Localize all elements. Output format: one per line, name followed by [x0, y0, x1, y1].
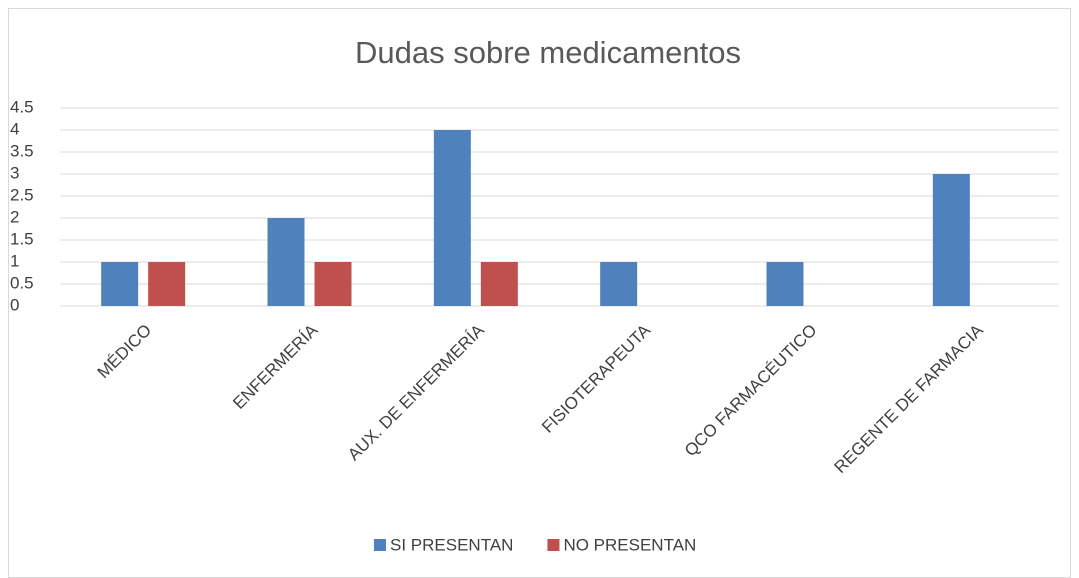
chart-border — [8, 8, 1071, 578]
y-tick-label: 3 — [10, 163, 19, 182]
y-tick-label: 2.5 — [10, 185, 34, 204]
y-tick-label: 0.5 — [10, 273, 34, 292]
y-tick-label: 3.5 — [10, 141, 34, 160]
y-tick-label: 1.5 — [10, 229, 34, 248]
legend-label: SI PRESENTAN — [390, 535, 513, 554]
y-tick-label: 0 — [10, 295, 19, 314]
bar — [932, 174, 970, 306]
bar — [433, 130, 471, 306]
y-tick-label: 4.5 — [10, 97, 34, 116]
y-tick-label: 2 — [10, 207, 19, 226]
y-tick-label: 1 — [10, 251, 19, 270]
y-tick-label: 4 — [10, 119, 19, 138]
bar — [480, 262, 518, 306]
bar — [600, 262, 638, 306]
bar — [314, 262, 352, 306]
legend-swatch — [374, 539, 386, 551]
chart-title: Dudas sobre medicamentos — [355, 35, 741, 70]
bar — [766, 262, 804, 306]
legend-label: NO PRESENTAN — [563, 535, 696, 554]
bar — [101, 262, 139, 306]
bar — [148, 262, 186, 306]
bar — [267, 218, 305, 306]
legend-swatch — [547, 539, 560, 551]
